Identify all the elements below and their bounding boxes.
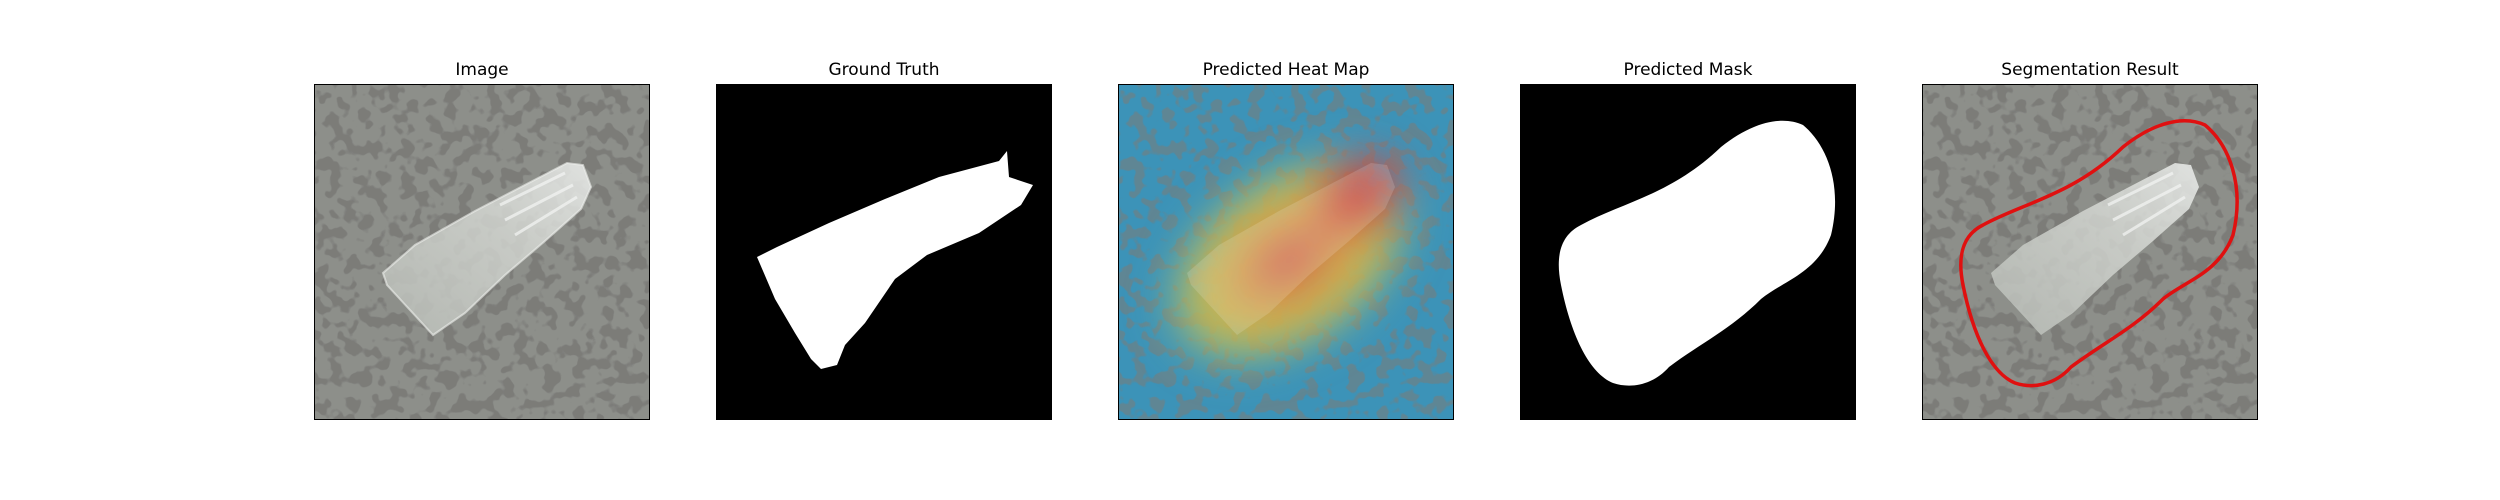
panel-title-predicted-mask: Predicted Mask xyxy=(1623,60,1753,80)
panel-heat-map: Predicted Heat Map xyxy=(1118,60,1454,424)
panel-title-ground-truth: Ground Truth xyxy=(828,60,940,80)
heat-map-frame xyxy=(1118,84,1454,420)
panel-image: Image xyxy=(314,60,650,424)
panel-ground-truth: Ground Truth xyxy=(716,60,1052,424)
segmentation-contour xyxy=(1959,119,2239,388)
panel-predicted-mask: Predicted Mask xyxy=(1520,60,1856,424)
segmentation-result-frame xyxy=(1922,84,2258,420)
heat-map-overlay xyxy=(1119,85,1453,419)
panel-segmentation-result: Segmentation Result xyxy=(1922,60,2258,424)
panel-title-heat-map: Predicted Heat Map xyxy=(1202,60,1370,80)
image-frame xyxy=(314,84,650,420)
segmentation-overlay xyxy=(1923,85,2257,419)
ground-truth-frame xyxy=(716,84,1052,420)
input-image xyxy=(315,85,649,419)
predicted-mask-frame xyxy=(1520,84,1856,420)
predicted-mask xyxy=(1521,85,1855,419)
panel-title-segmentation-result: Segmentation Result xyxy=(2001,60,2179,80)
ground-truth-mask xyxy=(717,85,1051,419)
panel-title-image: Image xyxy=(455,60,509,80)
